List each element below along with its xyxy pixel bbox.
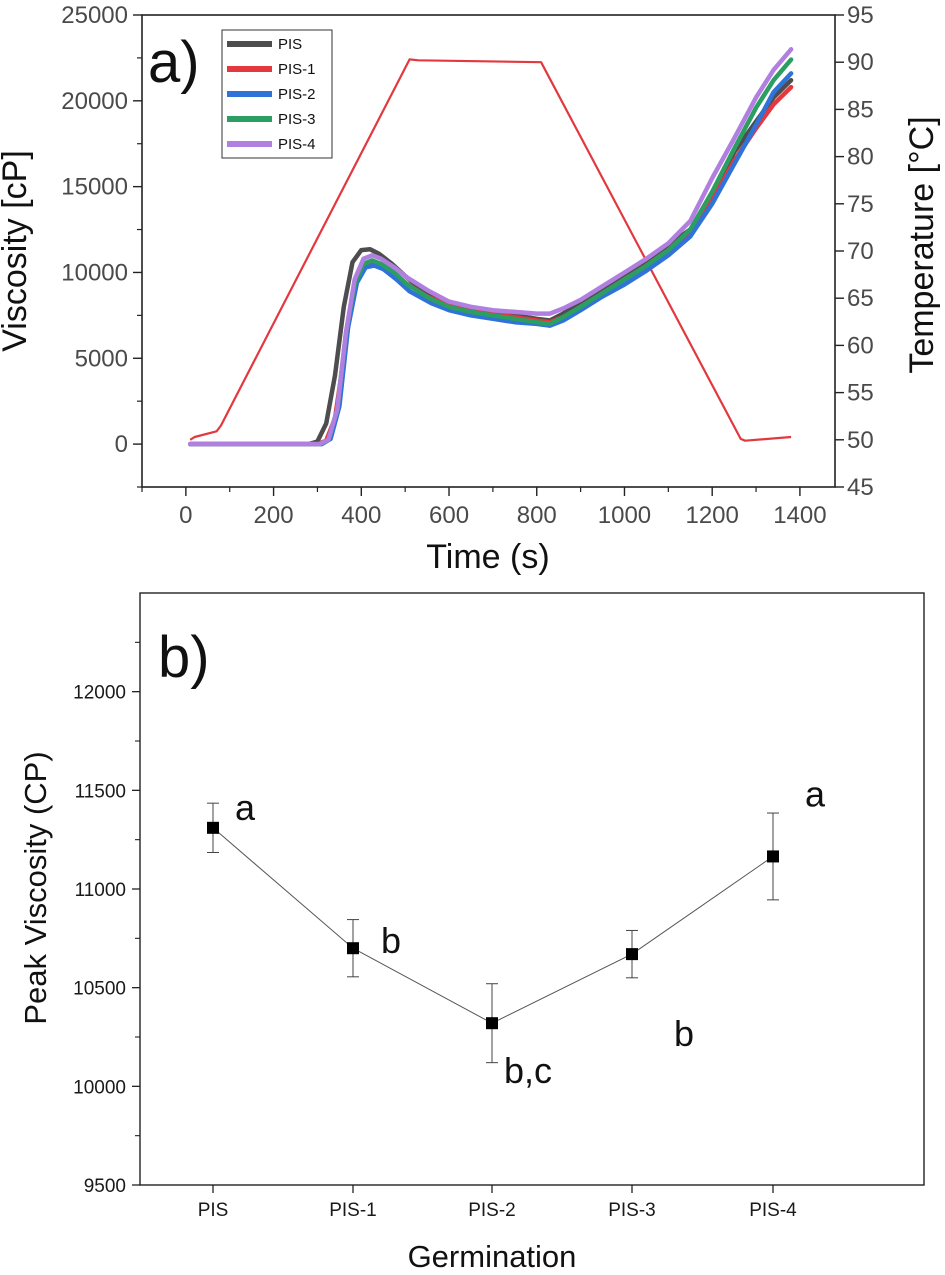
y-tick-label: 25000 [61, 2, 128, 29]
y2-tick-label: 65 [847, 285, 874, 312]
panel-a-y2-axis-title: Temperature [°C] [903, 116, 941, 373]
x-tick-label: 0 [179, 502, 192, 529]
y2-tick-label: 70 [847, 238, 874, 265]
y-tick-label: 20000 [61, 88, 128, 115]
x-tick-label: 600 [429, 502, 469, 529]
legend-label: PIS-2 [278, 86, 316, 103]
y2-tick-label: 80 [847, 144, 874, 171]
x-tick-label: PIS-3 [608, 1200, 656, 1221]
legend-label: PIS-3 [278, 111, 316, 128]
x-tick-label: 1200 [685, 502, 738, 529]
temperature-line [189, 58, 792, 442]
legend-label: PIS-1 [278, 61, 316, 78]
panel-a-y-ticks: 0 5000 10000 15000 20000 25000 [61, 2, 142, 488]
data-point-pis-3 [626, 948, 638, 961]
data-point-pis-2 [486, 1017, 498, 1030]
panel-a-viscosity-chart: 0 200 400 600 800 1000 1200 1400 0 5000 10000 1500… [0, 2, 941, 576]
x-tick-label: PIS-2 [468, 1200, 516, 1221]
significance-label: a [235, 787, 256, 828]
panel-a-y-axis-title: Viscosity [cP] [0, 150, 34, 352]
legend-label: PIS-4 [278, 136, 316, 153]
y2-tick-label: 45 [847, 474, 874, 501]
y-tick-label: 0 [115, 431, 128, 458]
legend-entries: PIS PIS-1 PIS-2 PIS-3 PIS-4 [227, 36, 316, 153]
data-point-pis-1 [347, 942, 359, 955]
y-tick-label: 10000 [61, 259, 128, 286]
y-tick-label: 9500 [84, 1176, 126, 1197]
panel-b-y-axis-title: Peak Viscosity (CP) [18, 751, 53, 1024]
panel-b-plot-frame [139, 592, 925, 1186]
connecting-line [212, 827, 774, 1024]
panel-b-x-axis-title: Germination [408, 1239, 577, 1274]
panel-a-legend: PIS PIS-1 PIS-2 PIS-3 PIS-4 [221, 29, 333, 159]
data-point-pis [207, 821, 219, 834]
panel-b-y-ticks: 9500 10000 10500 11000 11500 12000 [73, 641, 140, 1197]
y2-tick-label: 95 [847, 2, 874, 29]
y-tick-label: 5000 [75, 345, 128, 372]
panel-b-data-layer: a b b,c b a [207, 773, 826, 1091]
y-tick-label: 11000 [75, 880, 126, 901]
panel-a-series-layer [187, 47, 794, 447]
x-tick-label: 200 [254, 502, 294, 529]
panel-a-label: a) [148, 30, 200, 95]
panel-a-y2-ticks: 45 50 55 60 65 70 75 80 85 90 95 [835, 2, 874, 501]
y-tick-label: 11500 [75, 781, 126, 802]
x-tick-label: 1400 [773, 502, 826, 529]
x-tick-label: 1000 [598, 502, 651, 529]
x-tick-label: PIS [198, 1200, 229, 1221]
legend-label: PIS [278, 36, 302, 53]
y-tick-label: 15000 [61, 174, 128, 201]
panel-a-temperature-layer [189, 58, 792, 442]
x-tick-label: 800 [517, 502, 557, 529]
y-tick-label: 10000 [73, 1077, 126, 1098]
significance-label: a [805, 773, 826, 814]
y-tick-label: 12000 [73, 683, 126, 704]
significance-label: b [674, 1013, 694, 1054]
y2-tick-label: 90 [847, 49, 874, 76]
x-tick-label: PIS-1 [329, 1200, 377, 1221]
y-tick-label: 10500 [73, 979, 126, 1000]
panel-a-x-axis-title: Time (s) [426, 538, 549, 576]
y2-tick-label: 60 [847, 332, 874, 359]
significance-label: b,c [504, 1050, 552, 1091]
significance-label: b [381, 920, 401, 961]
data-point-pis-4 [767, 850, 779, 863]
y2-tick-label: 75 [847, 191, 874, 218]
panel-b-label: b) [158, 625, 210, 690]
y2-tick-label: 85 [847, 96, 874, 123]
y2-tick-label: 50 [847, 427, 874, 454]
series-line-pis-4 [187, 47, 794, 447]
panel-a-x-ticks: 0 200 400 600 800 1000 1200 1400 [141, 487, 827, 529]
y2-tick-label: 55 [847, 380, 874, 407]
x-tick-label: PIS-4 [749, 1200, 797, 1221]
panel-b-x-ticks: PIS PIS-1 PIS-2 PIS-3 PIS-4 [198, 1185, 797, 1221]
x-tick-label: 400 [341, 502, 381, 529]
